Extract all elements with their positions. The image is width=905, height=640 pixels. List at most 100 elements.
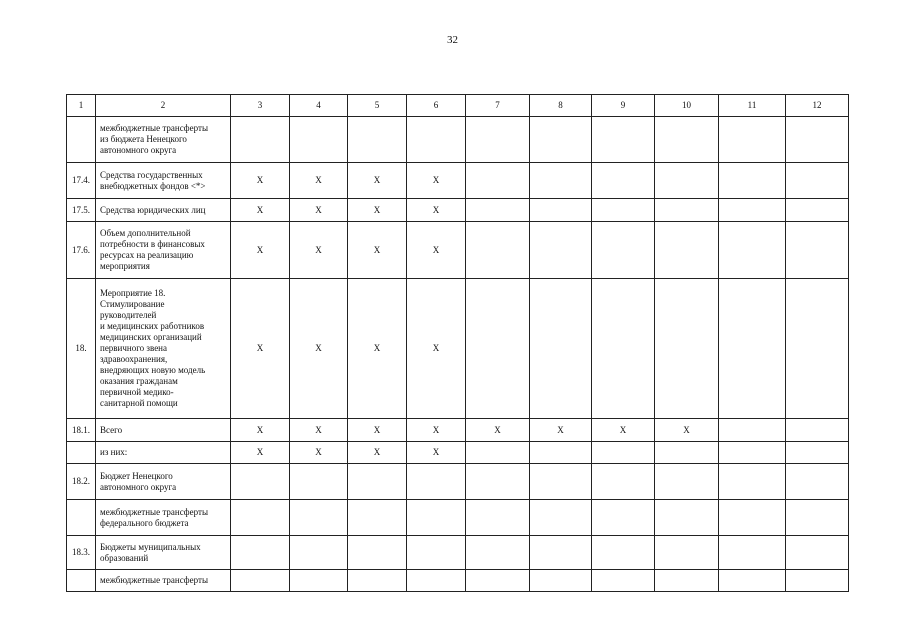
table-cell: [591, 535, 655, 570]
table-cell: [529, 441, 592, 464]
table-cell: [465, 221, 530, 279]
table-cell: [718, 499, 786, 536]
table-cell: [289, 535, 348, 570]
table-cell: [654, 463, 719, 500]
table-cell: [785, 499, 849, 536]
row-number: [66, 499, 96, 536]
column-header: 3: [230, 94, 290, 117]
table-cell: [654, 569, 719, 592]
table-cell: Х: [230, 198, 290, 222]
header-row: 1 2 3 4 5 6 7 8 9 10 11 12: [66, 94, 849, 117]
table-cell: [529, 463, 592, 500]
table-cell: [406, 463, 466, 500]
column-header: 5: [347, 94, 407, 117]
column-header: 10: [654, 94, 719, 117]
table-cell: [347, 499, 407, 536]
table-cell: [529, 278, 592, 419]
table-cell: Х: [406, 278, 466, 419]
table-cell: [654, 278, 719, 419]
row-label: межбюджетные трансферты: [95, 569, 231, 592]
table-cell: [529, 198, 592, 222]
table-cell: [465, 278, 530, 419]
column-header: 9: [591, 94, 655, 117]
table-cell: [347, 116, 407, 163]
table-cell: [718, 198, 786, 222]
table-cell: [718, 162, 786, 199]
table-cell: Х: [289, 221, 348, 279]
table-cell: Х: [529, 418, 592, 442]
table-cell: Х: [230, 278, 290, 419]
column-header: 1: [66, 94, 96, 117]
table-cell: [406, 116, 466, 163]
table-cell: [785, 441, 849, 464]
table-cell: [406, 499, 466, 536]
table-cell: Х: [230, 162, 290, 199]
table-cell: [406, 535, 466, 570]
row-label: Средства юридических лиц: [95, 198, 231, 222]
table-cell: [465, 569, 530, 592]
table-row: 18. Мероприятие 18. Стимулирование руково…: [66, 278, 849, 419]
table-cell: [718, 418, 786, 442]
row-number: 18.: [66, 278, 96, 419]
table-cell: [654, 221, 719, 279]
table-cell: [718, 569, 786, 592]
table-cell: [289, 499, 348, 536]
table-cell: [230, 535, 290, 570]
table-cell: [465, 441, 530, 464]
table-cell: Х: [230, 221, 290, 279]
table-cell: [406, 569, 466, 592]
table-cell: [529, 499, 592, 536]
table-cell: [591, 441, 655, 464]
row-label: Средства государственных внебюджетных фо…: [95, 162, 231, 199]
table-cell: Х: [289, 162, 348, 199]
table-cell: [591, 221, 655, 279]
column-header: 11: [718, 94, 786, 117]
table-cell: [465, 198, 530, 222]
table-cell: [465, 116, 530, 163]
table-cell: Х: [230, 418, 290, 442]
table-cell: [785, 162, 849, 199]
table-cell: [289, 116, 348, 163]
row-label: межбюджетные трансферты федерального бюд…: [95, 499, 231, 536]
table-cell: Х: [289, 418, 348, 442]
table-cell: Х: [406, 418, 466, 442]
table-cell: [785, 278, 849, 419]
row-number: [66, 441, 96, 464]
table-cell: [718, 535, 786, 570]
row-label: межбюджетные трансферты из бюджета Ненец…: [95, 116, 231, 163]
table-cell: [289, 463, 348, 500]
table-row: из них: Х Х Х Х: [66, 441, 849, 464]
table-cell: [591, 569, 655, 592]
table-cell: [529, 569, 592, 592]
table-cell: [591, 278, 655, 419]
table-cell: [529, 221, 592, 279]
table-cell: [465, 535, 530, 570]
table-cell: Х: [406, 221, 466, 279]
row-number: [66, 116, 96, 163]
table-cell: Х: [347, 221, 407, 279]
table-cell: [529, 162, 592, 199]
table-cell: [230, 116, 290, 163]
table-cell: [654, 499, 719, 536]
table-cell: [785, 463, 849, 500]
table-row: межбюджетные трансферты федерального бюд…: [66, 499, 849, 536]
table-cell: [465, 499, 530, 536]
table-cell: [591, 198, 655, 222]
table-cell: [785, 198, 849, 222]
table-row: межбюджетные трансферты из бюджета Ненец…: [66, 116, 849, 163]
financing-table: 1 2 3 4 5 6 7 8 9 10 11 12 межбюджетные трансферты и…: [66, 94, 849, 592]
table-cell: Х: [406, 441, 466, 464]
table-cell: Х: [406, 198, 466, 222]
table-cell: [718, 463, 786, 500]
row-number: [66, 569, 96, 592]
row-label: Бюджет Ненецкого автономного округа: [95, 463, 231, 500]
row-number: 18.3.: [66, 535, 96, 570]
table-cell: Х: [347, 441, 407, 464]
table-cell: Х: [347, 198, 407, 222]
table-cell: Х: [289, 441, 348, 464]
table-cell: [718, 116, 786, 163]
table-cell: Х: [406, 162, 466, 199]
table-row: 18.1. Всего Х Х Х Х Х Х Х Х: [66, 418, 849, 442]
table-cell: [230, 499, 290, 536]
table-cell: [347, 535, 407, 570]
